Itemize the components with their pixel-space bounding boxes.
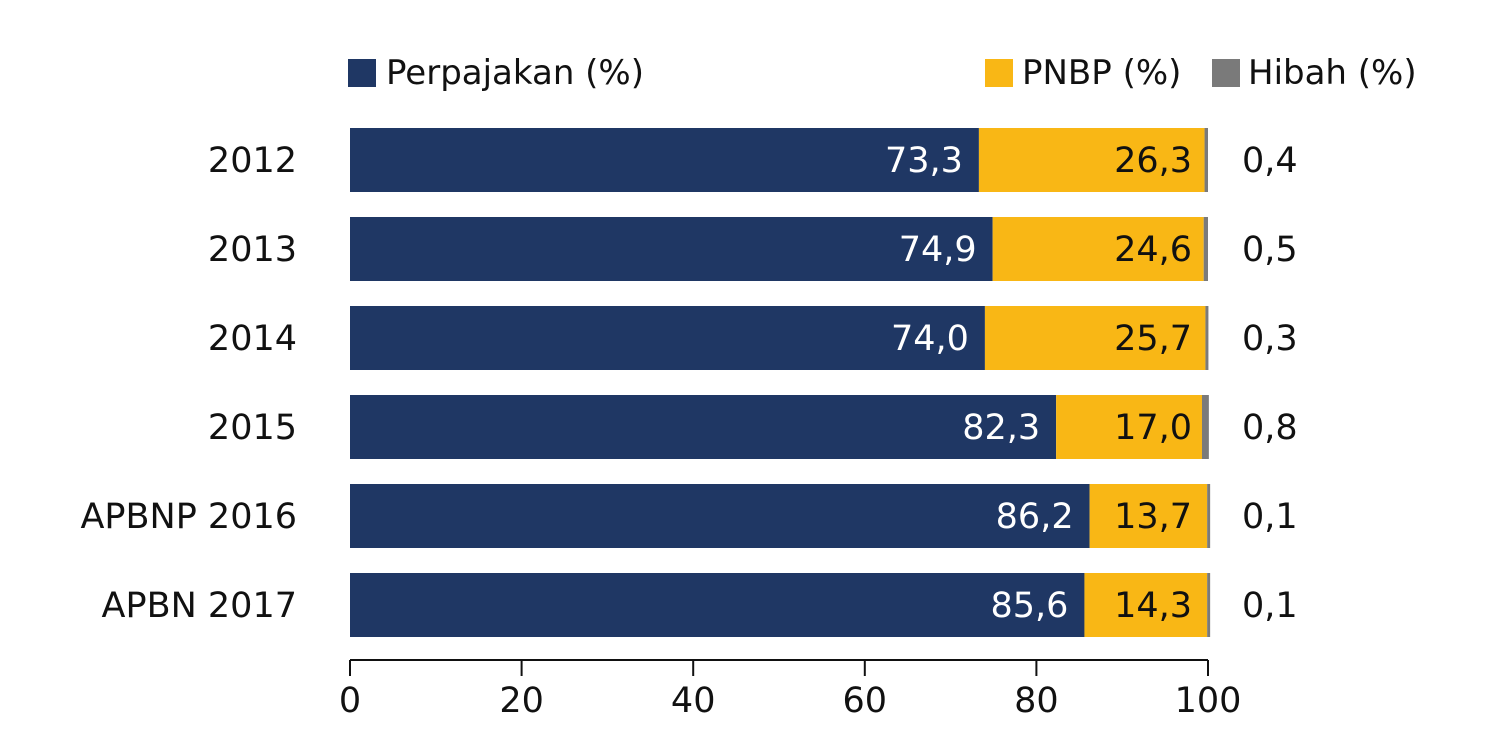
data-label-1: 13,7 (1114, 497, 1192, 537)
bar-segment-1 (1089, 484, 1208, 548)
category-label: APBN 2017 (102, 586, 297, 626)
x-tick-label: 100 (1175, 681, 1242, 721)
data-label-0: 73,3 (885, 141, 963, 181)
data-label-1: 25,7 (1114, 319, 1192, 359)
data-label-1: 14,3 (1114, 586, 1192, 626)
x-tick-label: 0 (339, 681, 361, 721)
bar-segment-0 (350, 306, 985, 370)
bar-segment-1 (1056, 395, 1202, 459)
bar-segment-1 (984, 306, 1206, 370)
x-tick-label: 80 (1014, 681, 1059, 721)
legend-label-0: Perpajakan (%) (386, 53, 644, 93)
bar-segment-2 (1201, 395, 1209, 459)
data-label-2: 0,5 (1242, 230, 1298, 270)
bar-segment-0 (350, 128, 979, 192)
category-label: APBNP 2016 (80, 497, 297, 537)
bar-segment-2 (1203, 217, 1208, 281)
data-label-2: 0,3 (1242, 319, 1298, 359)
data-label-2: 0,1 (1242, 586, 1298, 626)
data-label-1: 24,6 (1114, 230, 1192, 270)
data-label-0: 85,6 (991, 586, 1069, 626)
bar-segment-1 (978, 128, 1205, 192)
category-label: 2013 (208, 230, 297, 270)
bar-segment-2 (1204, 128, 1208, 192)
category-label: 2012 (208, 141, 297, 181)
bar-segment-2 (1207, 573, 1211, 637)
bar-segment-1 (1084, 573, 1208, 637)
bars: 2012 73,3 26,3 0,4 2013 74,9 24,6 0,5 2014 74,0 25… (80, 128, 1298, 637)
data-label-2: 0,4 (1242, 141, 1298, 181)
bar-segment-0 (350, 395, 1057, 459)
bar-segment-2 (1207, 484, 1211, 548)
category-label: 2015 (208, 408, 297, 448)
data-label-1: 17,0 (1114, 408, 1192, 448)
data-label-0: 74,9 (899, 230, 977, 270)
bar-segment-0 (350, 217, 993, 281)
bar-segment-1 (992, 217, 1204, 281)
x-tick-label: 60 (843, 681, 888, 721)
legend: Perpajakan (%) PNBP (%) Hibah (%) (348, 53, 1417, 93)
bar-segment-0 (350, 484, 1090, 548)
legend-swatch-1 (985, 59, 1013, 87)
data-label-2: 0,1 (1242, 497, 1298, 537)
legend-label-2: Hibah (%) (1248, 53, 1417, 93)
x-axis: 0 20 40 60 80 100 (339, 659, 1242, 721)
x-tick-label: 40 (671, 681, 716, 721)
bar-segment-2 (1205, 306, 1209, 370)
bar-segment-0 (350, 573, 1085, 637)
legend-swatch-2 (1212, 59, 1240, 87)
data-label-0: 82,3 (962, 408, 1040, 448)
data-label-0: 74,0 (891, 319, 969, 359)
legend-swatch-0 (348, 59, 376, 87)
legend-label-1: PNBP (%) (1022, 53, 1181, 93)
x-tick-label: 20 (499, 681, 544, 721)
data-label-0: 86,2 (996, 497, 1074, 537)
data-label-1: 26,3 (1114, 141, 1192, 181)
category-label: 2014 (208, 319, 297, 359)
data-label-2: 0,8 (1242, 408, 1298, 448)
